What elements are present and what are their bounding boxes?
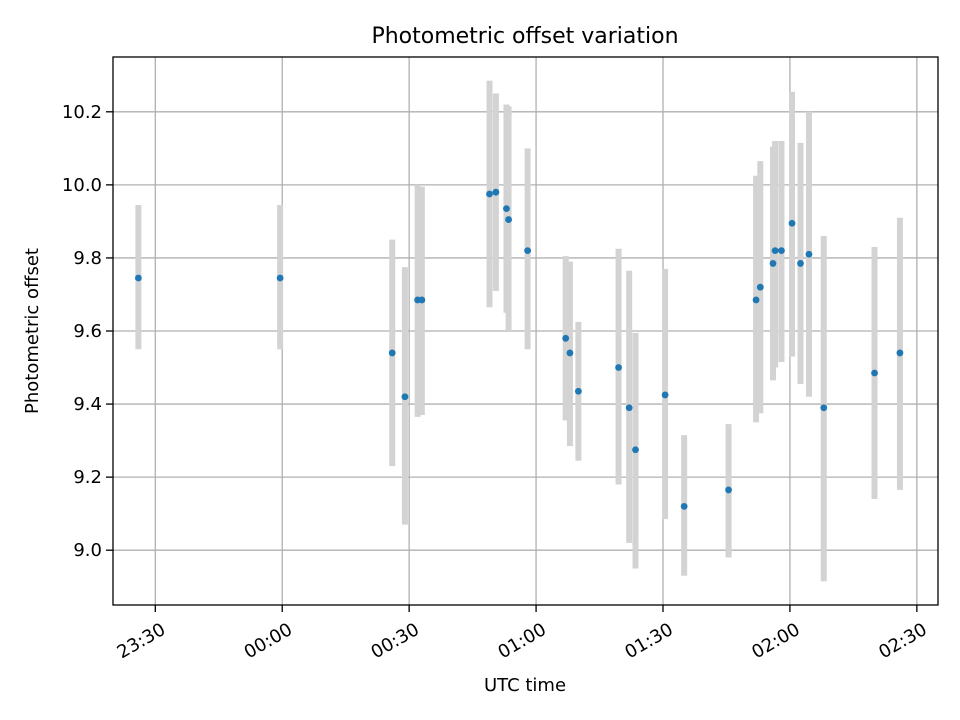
y-axis-label: Photometric offset [22,248,43,414]
plot-frame [112,56,939,606]
y-tick-label: 9.0 [73,540,102,561]
data-point [778,247,785,255]
data-point [820,404,828,412]
y-tick-label: 10.0 [62,175,102,196]
data-point [788,219,796,227]
data-points [134,188,904,510]
data-point [505,216,512,223]
data-point [562,334,570,342]
x-axis-label: UTC time [484,675,566,696]
data-point [625,404,633,412]
data-point [725,486,732,494]
data-point [756,283,764,291]
data-point [418,296,426,304]
data-point [752,296,760,304]
data-point [524,247,532,255]
y-tick-label: 10.2 [62,102,102,123]
data-point [661,391,669,399]
y-tick-label: 9.6 [73,321,102,342]
data-point [896,349,904,357]
y-tick-label: 9.8 [73,248,102,269]
data-point [769,260,777,267]
data-point [574,387,582,395]
data-point [388,349,396,357]
data-point [632,446,639,454]
data-point [680,502,688,510]
data-point [503,205,510,213]
data-point [276,274,284,282]
y-tick-label: 9.4 [73,394,102,415]
data-point [805,250,813,258]
data-point [615,364,622,371]
y-tick-label: 9.2 [73,467,102,488]
data-point [871,369,878,377]
data-point [492,188,500,196]
chart-title: Photometric offset variation [371,24,678,49]
data-point [401,393,409,401]
data-point [566,349,574,357]
data-point [771,247,779,255]
data-point [134,274,142,282]
data-point [797,260,804,267]
data-point [486,190,493,198]
